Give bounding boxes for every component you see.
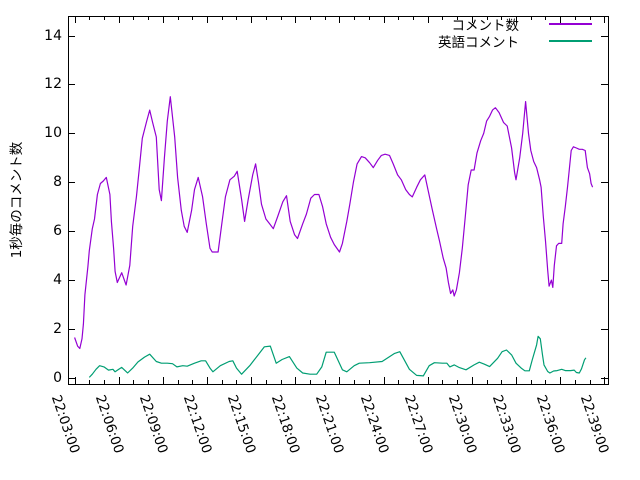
legend-label-english-comments: 英語コメント [438,34,519,51]
y-tick-label: 4 [53,272,62,289]
y-tick-label: 14 [44,27,62,44]
y-axis-title: 1秒毎のコメント数 [9,141,25,259]
plot-border [68,16,609,385]
legend-line-sample-english-comments [549,39,592,42]
legend: コメント数 英語コメント [400,15,592,51]
y-tick-label: 10 [44,125,62,142]
y-tick-label: 0 [53,369,62,386]
y-tick-label: 2 [53,320,62,337]
axes [68,16,609,385]
y-tick-label: 6 [53,223,62,240]
legend-label-comments: コメント数 [451,17,520,34]
series-line-english-comments [88,335,587,378]
y-tick-label: 8 [53,174,62,191]
series-line-comments [74,96,594,350]
legend-entry-english-comments: 英語コメント [400,32,592,51]
legend-entry-comments: コメント数 [400,15,592,34]
y-tick-label: 12 [44,76,62,93]
legend-line-sample-comments [549,22,592,25]
